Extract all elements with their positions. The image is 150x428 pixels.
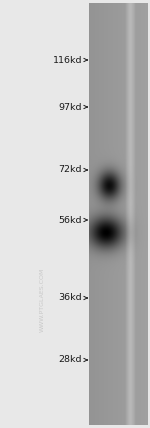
Text: 97kd: 97kd [58,102,82,112]
Text: 56kd: 56kd [58,216,82,225]
Text: 72kd: 72kd [58,166,82,175]
Text: 36kd: 36kd [58,294,82,303]
Text: 28kd: 28kd [58,356,82,365]
Text: WWW.PTGLAES.COM: WWW.PTGLAES.COM [39,268,45,332]
Text: 116kd: 116kd [52,56,82,65]
